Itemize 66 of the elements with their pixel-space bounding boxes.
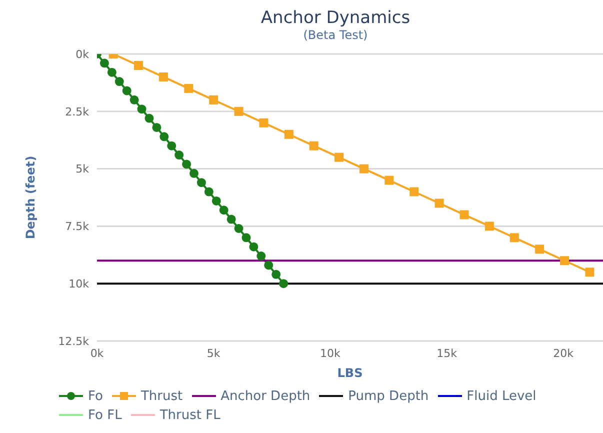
point [234,106,244,116]
point [226,214,236,224]
point [384,176,394,185]
point [167,141,176,150]
legend-label: Fo FL [87,407,122,425]
point [134,60,144,70]
chart-subtitle: (Beta Test) [302,28,369,42]
point [256,252,266,261]
chart-title: Anchor Dynamics [260,8,412,28]
y-tick-label: 2.5k [65,105,90,118]
y-tick-label: 12.5k [58,334,90,348]
legend-label: Fluid Level [466,388,536,406]
point [484,222,494,231]
legend-label: Thrust FL [158,407,220,425]
point [137,104,146,114]
point [190,168,199,178]
y-tick-label: 7.5k [65,220,90,234]
point [284,130,294,139]
legend-label: Pump Depth [347,388,429,406]
x-tick-label: 5k [206,346,221,360]
x-tick-label: 0k [90,346,104,360]
point [279,279,288,288]
point [585,268,594,277]
point [249,242,258,252]
point [158,72,168,82]
y-tick-label: 5k [76,162,90,176]
legend-label: Anchor Depth [220,388,310,406]
point [560,256,570,266]
point [410,187,419,196]
point [204,187,214,196]
point [535,244,544,254]
point [264,260,274,270]
point [160,132,169,142]
point [209,95,218,104]
point [234,224,244,233]
point [130,95,139,104]
point [144,114,154,123]
point [242,233,251,242]
x-tick-label: 20k [553,346,574,360]
point [434,198,444,208]
point [100,58,109,68]
y-axis-title: Depth (feet) [23,156,38,240]
y-tick-label: 10k [68,278,90,291]
y-tick-label: 0k [76,48,90,61]
point [259,118,268,128]
point [460,210,469,220]
point [107,68,116,77]
point [359,164,368,174]
x-tick-label: 10k [320,346,341,360]
point [212,196,221,206]
point [114,77,124,86]
point [122,86,132,96]
point [196,178,206,188]
point [152,122,162,132]
x-tick-label: 15k [436,346,458,360]
point [174,150,184,160]
point [272,270,281,279]
point [309,141,318,150]
legend-label: Fo [87,388,103,406]
point [184,84,194,93]
point [219,206,228,215]
point [182,160,192,169]
x-axis-title: LBS [337,366,363,380]
point [510,233,519,242]
point [334,152,344,162]
legend-label: Thrust [140,388,183,406]
